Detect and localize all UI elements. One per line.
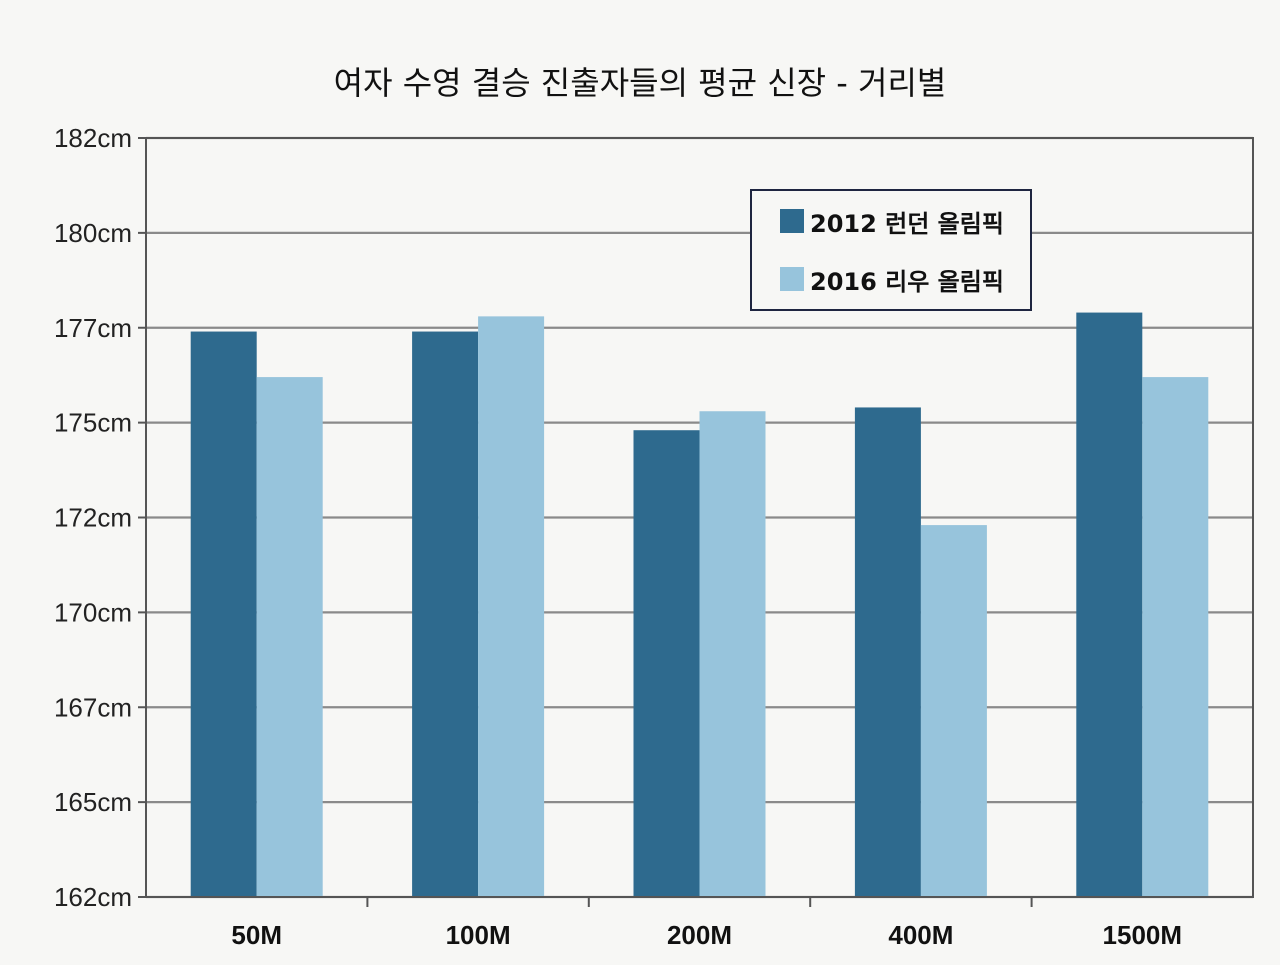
legend-label-2012: 2012 런던 올림픽: [810, 209, 1004, 238]
bar-50M-2012: [190, 331, 257, 897]
x-tick-label: 200M: [667, 920, 732, 950]
y-tick-label: 165cm: [54, 787, 132, 817]
bars: [190, 312, 1209, 898]
y-tick-labels: 162cm 165cm 167cm 170cm 172cm 175cm 177cm 180cm…: [54, 123, 132, 912]
x-tick-label: 100M: [446, 920, 511, 950]
x-tick-labels: 50M 100M 200M 400M 1500M: [231, 920, 1182, 950]
y-tick-label: 180cm: [54, 218, 132, 248]
y-tick-label: 177cm: [54, 313, 132, 343]
x-tick-label: 400M: [888, 920, 953, 950]
bar-400M-2012: [854, 407, 921, 897]
bar-50M-2016: [256, 377, 323, 898]
bar-200M-2012: [633, 430, 700, 897]
y-tick-label: 172cm: [54, 503, 132, 533]
legend-item-2016: 2016 리우 올림픽: [780, 263, 1004, 296]
chart-title: 여자 수영 결승 진출자들의 평균 신장 - 거리별: [333, 64, 947, 102]
legend: 2012 런던 올림픽 2016 리우 올림픽: [750, 189, 1032, 311]
legend-item-2012: 2012 런던 올림픽: [780, 205, 1004, 238]
y-tick-label: 170cm: [54, 597, 132, 627]
x-tick-label: 50M: [231, 920, 282, 950]
axes: [138, 137, 1254, 907]
legend-swatch-2012: [780, 209, 804, 233]
bar-100M-2012: [412, 331, 479, 897]
bar-200M-2016: [699, 411, 766, 897]
y-tick-label: 167cm: [54, 692, 132, 722]
bar-100M-2016: [478, 316, 545, 897]
bar-400M-2016: [920, 525, 987, 897]
plot-frame: [145, 137, 1254, 898]
x-tick-label: 1500M: [1103, 920, 1183, 950]
y-tick-label: 162cm: [54, 882, 132, 912]
y-tick-label: 182cm: [54, 123, 132, 153]
legend-swatch-2016: [780, 267, 804, 291]
bar-1500M-2012: [1076, 312, 1143, 897]
y-tick-label: 175cm: [54, 408, 132, 438]
bar-1500M-2016: [1142, 377, 1209, 898]
legend-label-2016: 2016 리우 올림픽: [810, 267, 1004, 296]
